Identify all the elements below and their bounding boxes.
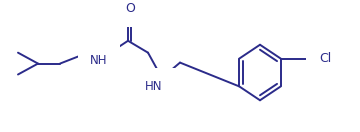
Text: HN: HN bbox=[145, 80, 163, 93]
Text: NH: NH bbox=[90, 54, 108, 67]
Text: O: O bbox=[125, 2, 135, 15]
Text: Cl: Cl bbox=[319, 52, 331, 65]
